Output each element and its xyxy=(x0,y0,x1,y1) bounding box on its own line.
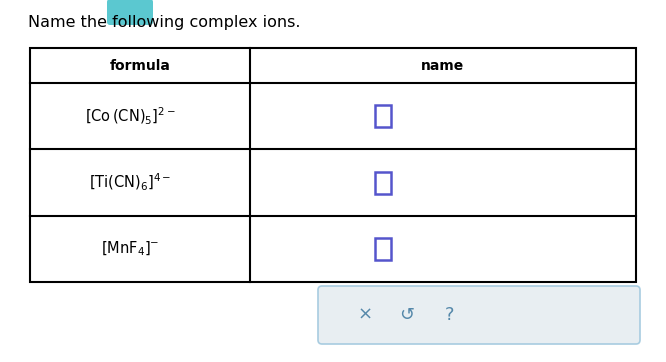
Text: $\left[\mathrm{MnF_4}\right]^{-}$: $\left[\mathrm{MnF_4}\right]^{-}$ xyxy=(101,240,159,258)
Text: name: name xyxy=(422,59,465,72)
FancyBboxPatch shape xyxy=(375,172,391,194)
FancyBboxPatch shape xyxy=(375,105,391,127)
Text: $\left[\mathrm{Ti(CN)_6}\right]^{4-}$: $\left[\mathrm{Ti(CN)_6}\right]^{4-}$ xyxy=(89,172,171,193)
FancyBboxPatch shape xyxy=(318,286,640,344)
Text: $\left[\mathrm{Co\,(CN)_5}\right]^{2-}$: $\left[\mathrm{Co\,(CN)_5}\right]^{2-}$ xyxy=(85,106,175,127)
FancyBboxPatch shape xyxy=(375,238,391,260)
Text: ?: ? xyxy=(446,306,455,324)
Text: ×: × xyxy=(358,306,372,324)
Text: Name the following complex ions.: Name the following complex ions. xyxy=(28,14,300,29)
Text: ↺: ↺ xyxy=(400,306,414,324)
FancyBboxPatch shape xyxy=(107,0,153,25)
Text: formula: formula xyxy=(110,59,170,72)
FancyBboxPatch shape xyxy=(30,48,636,282)
